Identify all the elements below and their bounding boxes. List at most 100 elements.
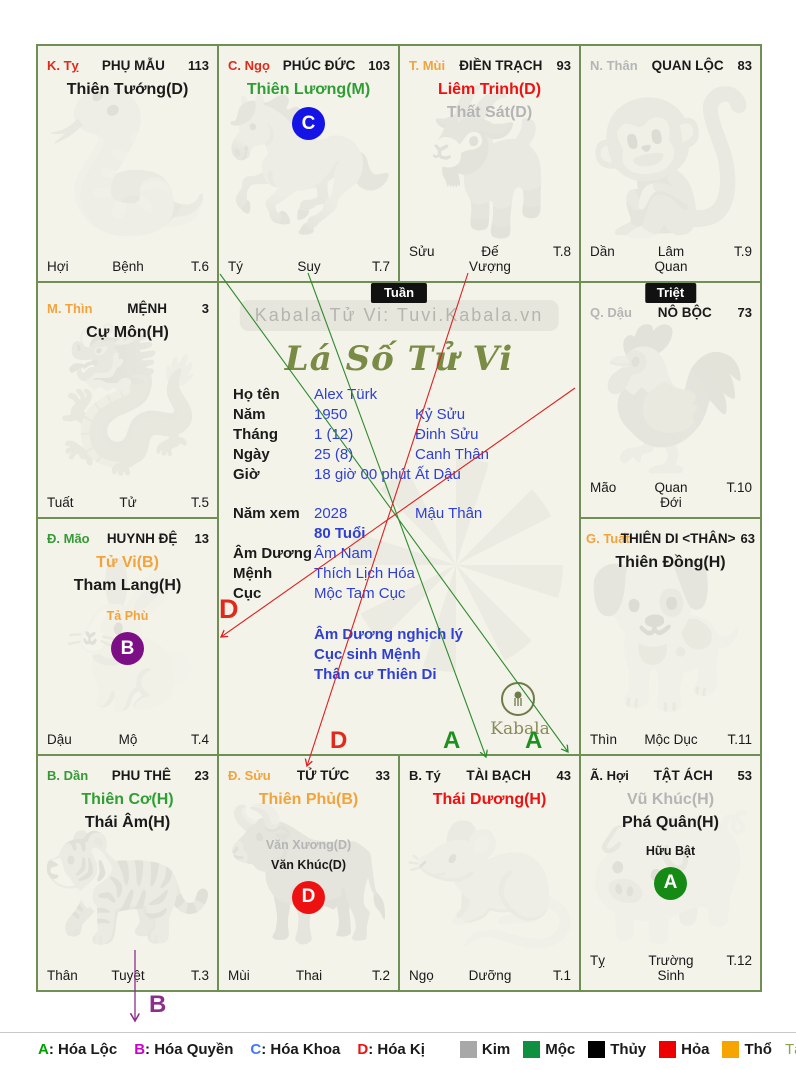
palace-number: 93	[556, 58, 571, 73]
kabala-logo-icon	[501, 681, 535, 716]
cell-phuc-duc: 🐎 C. Ngọ PHÚC ĐỨC 103 Thiên Lương(M) C T…	[219, 46, 398, 281]
foot-phase: Trường Sinh	[648, 953, 694, 983]
palace-number: 73	[737, 304, 752, 320]
foot-chi: Hợi	[47, 258, 69, 274]
palace-name: TÀI BẠCH	[466, 767, 531, 783]
legend-label: : Hóa Khoa	[261, 1040, 341, 1058]
note-line: Âm Dương nghịch lý	[314, 625, 464, 643]
info-label: Năm xem	[233, 504, 300, 522]
foot-cycle: T.6	[190, 258, 209, 274]
palace-name: PHU THÊ	[111, 767, 171, 783]
branch-label: C. Ngọ	[228, 58, 270, 73]
cell-no-boc: 🐓 Triệt Q. Dậu NÔ BỘC 73 Mão Quan Đới T.…	[581, 282, 760, 517]
hoa-loc-badge: A	[654, 866, 687, 900]
foot-cycle: T.8	[552, 243, 571, 259]
foot-cycle: T.2	[371, 968, 390, 983]
legend-hoa-ki: D: Hóa Kị	[357, 1041, 425, 1058]
element-label: Mộc	[545, 1040, 576, 1058]
legend-letter: D	[357, 1040, 369, 1058]
foot-cycle: T.9	[733, 243, 752, 259]
major-star: Thiên Phủ(B)	[258, 790, 359, 808]
palace-number: 13	[194, 531, 209, 546]
info-label: Tháng	[233, 425, 278, 443]
palace-name: THIÊN DI <THÂN>	[620, 531, 736, 546]
foot-phase: Tử	[119, 495, 137, 510]
site-credit-link[interactable]: Tạo lá số: Tuvi.Kabala.vn	[784, 1040, 796, 1058]
palace-name: ĐIỀN TRẠCH	[459, 58, 543, 73]
info-label: Mệnh	[233, 564, 273, 582]
foot-phase: Tuyệt	[111, 968, 145, 983]
legend-label: : Hóa Kị	[368, 1040, 425, 1058]
major-star: Thiên Tướng(D)	[66, 81, 189, 98]
foot-chi: Sửu	[409, 243, 435, 259]
foot-phase: Suy	[297, 258, 321, 274]
foot-chi: Thân	[47, 968, 78, 983]
foot-chi: Tý	[228, 258, 243, 274]
cell-tai-bach: 🐀 B. Tý TÀI BẠCH 43 Thái Dương(H) Ngọ Dư…	[400, 755, 579, 990]
foot-phase: Mộ	[118, 731, 138, 747]
palace-name: MỆNH	[127, 300, 167, 316]
legend-element-thuy: Thủy	[588, 1040, 646, 1058]
destiny-notes: Âm Dương nghịch lý Cục sinh Mệnh Thân cư…	[314, 625, 463, 685]
major-star: Vũ Khúc(H)	[626, 790, 715, 808]
palace-name: PHÚC ĐỨC	[282, 58, 356, 73]
triet-badge: Triệt	[644, 282, 697, 303]
element-label: Hỏa	[681, 1040, 710, 1058]
cell-tat-ach: 🐖 Ã. Hợi TẬT ÁCH 53 Vũ Khúc(H) Phá Quân(…	[581, 755, 760, 990]
major-star: Tử Vi(B)	[96, 554, 159, 571]
palace-number: 43	[556, 767, 571, 783]
foot-phase: Dưỡng	[468, 968, 512, 983]
branch-label: T. Mùi	[409, 58, 446, 73]
major-star: Thiên Lương(M)	[246, 81, 371, 98]
minor-star: Tả Phù	[106, 609, 149, 624]
major-star: Thái Dương(H)	[432, 790, 547, 808]
foot-cycle: T.11	[727, 731, 752, 747]
cell-menh: 🐉 M. Thìn MỆNH 3 Cự Môn(H) Tuất Tử T.5	[38, 282, 217, 517]
cell-quan-loc: 🐒 N. Thân QUAN LỘC 83 Dần Lâm Quan T.9	[581, 46, 760, 281]
major-star: Thất Sát(D)	[446, 104, 533, 122]
minor-star: Văn Khúc(D)	[271, 857, 346, 872]
info-value: Âm Nam	[314, 544, 373, 562]
hoa-color-swatch	[659, 1040, 677, 1058]
cell-huynh-de: 🐇 Đ. Mão HUYNH ĐỆ 13 Tử Vi(B) Tham Lang(…	[38, 519, 217, 754]
info-value: 1950	[314, 405, 348, 423]
palace-number: 3	[201, 300, 209, 316]
palace-number: 23	[194, 767, 209, 783]
major-star: Thiên Đồng(H)	[615, 554, 726, 571]
foot-chi: Tỵ	[590, 953, 605, 968]
tho-color-swatch	[722, 1040, 740, 1058]
info-value2: Canh Thân	[415, 445, 489, 463]
palace-name: NÔ BỘC	[657, 304, 712, 320]
info-value: Alex Türk	[314, 385, 378, 403]
palace-name: QUAN LỘC	[651, 58, 724, 73]
major-star: Thiên Cơ(H)	[81, 790, 174, 808]
info-label: Năm	[233, 405, 266, 423]
foot-chi: Mùi	[228, 968, 250, 983]
palace-number: 33	[375, 767, 390, 783]
palace-number: 113	[188, 58, 209, 73]
cell-dien-trach: 🐐 T. Mùi ĐIỀN TRẠCH 93 Liêm Trinh(D) Thấ…	[400, 46, 579, 281]
legend-element-moc: Mộc	[523, 1040, 576, 1058]
info-label: Ngày	[233, 445, 270, 463]
birth-info-block: Họ tên Alex Türk Năm 1950 Kỷ Sửu Tháng 1 (12…	[219, 386, 579, 486]
branch-label: N. Thân	[590, 58, 638, 73]
kim-color-swatch	[459, 1040, 477, 1058]
zodiac-dragon-icon: 🐉	[40, 319, 215, 477]
info-label: Cục	[233, 584, 262, 602]
foot-cycle: T.5	[190, 495, 209, 510]
element-label: Kim	[481, 1040, 511, 1058]
minor-star: Hữu Bật	[645, 843, 696, 858]
branch-label: B. Dần	[47, 767, 89, 783]
foot-cycle: T.7	[371, 258, 390, 274]
info-value2: Đinh Sửu	[415, 425, 479, 443]
thuy-color-swatch	[588, 1040, 606, 1058]
info-value: Thích Lịch Hóa	[314, 564, 415, 582]
branch-label: M. Thìn	[47, 300, 93, 316]
foot-chi: Tuất	[47, 495, 74, 510]
info-value: 2028	[314, 504, 348, 522]
legend-label: : Hóa Quyền	[145, 1040, 234, 1058]
legend-letter: A	[38, 1040, 49, 1058]
branch-label: Đ. Sửu	[228, 767, 271, 783]
foot-phase: Quan Đới	[654, 480, 688, 510]
